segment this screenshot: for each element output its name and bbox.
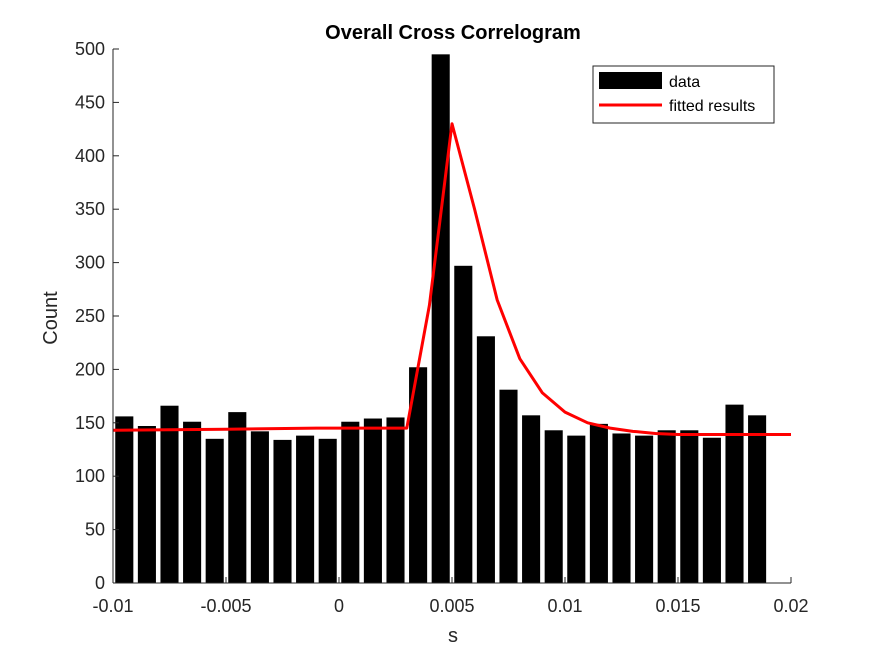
bar [205,438,224,583]
bar [499,389,518,583]
bar [725,404,744,583]
bar [386,417,405,583]
y-tick-label: 500 [75,39,105,59]
bar [318,438,337,583]
legend-box [592,65,775,124]
bar [183,421,202,583]
bar [454,265,473,583]
bar [431,54,450,583]
y-tick-label: 150 [75,413,105,433]
y-tick-label: 200 [75,359,105,379]
bar [115,416,134,583]
bar [250,431,269,583]
bar [363,418,382,583]
bar [476,336,495,583]
y-tick-label: 300 [75,253,105,273]
bar [612,433,631,583]
y-axis-label: Count [40,291,62,345]
bar [748,415,767,583]
legend: data fitted results [592,65,775,124]
legend-label-fitted: fitted results [669,98,755,115]
bar [137,426,156,583]
bar [544,430,563,583]
bar [657,430,676,583]
y-tick-label: 400 [75,146,105,166]
bar [296,435,315,583]
y-tick-label: 0 [95,573,105,593]
bar [680,430,699,583]
bar [160,405,179,583]
x-tick-label: -0.01 [92,596,133,616]
bars-layer [115,54,767,583]
line-layer [112,122,791,437]
legend-label-data: data [669,74,700,91]
bar [589,423,608,583]
x-tick-label: 0.02 [773,596,808,616]
axes-layer: -0.01 -0.005 0 0.005 0.01 0.015 0.02 0 50 100 150 2… [75,39,809,616]
chart-title: Overall Cross Correlogram [325,22,581,44]
legend-swatch-data [599,72,662,89]
x-tick-label: 0.015 [655,596,700,616]
x-axis-label: s [448,625,458,647]
bar [702,437,721,583]
y-tick-label: 100 [75,466,105,486]
bar [228,412,247,583]
bar [341,421,360,583]
x-tick-label: 0 [334,596,344,616]
y-tick-label: 50 [85,520,105,540]
y-tick-label: 250 [75,306,105,326]
bar [273,439,292,583]
x-tick-label: 0.005 [429,596,474,616]
y-tick-label: 450 [75,92,105,112]
bar [567,435,586,583]
x-tick-label: 0.01 [547,596,582,616]
bar [522,415,541,583]
bar [409,367,428,583]
bar [635,435,654,583]
fitted-results-line [112,122,791,437]
y-tick-label: 350 [75,199,105,219]
x-tick-label: -0.005 [200,596,251,616]
